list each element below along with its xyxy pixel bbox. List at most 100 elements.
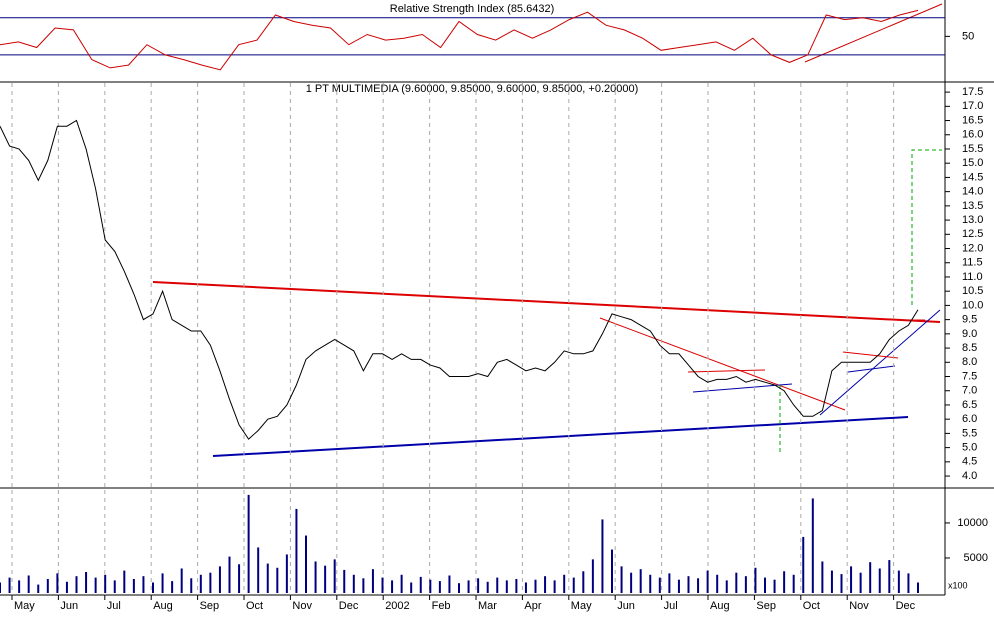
volume-bar xyxy=(180,568,183,593)
volume-bar xyxy=(553,580,556,593)
x-tick-label: Nov xyxy=(292,600,312,612)
volume-bar xyxy=(257,547,260,593)
volume-bar xyxy=(582,571,585,593)
volume-bar xyxy=(630,572,633,593)
volume-bar xyxy=(104,574,107,593)
target-line xyxy=(911,149,942,305)
x-tick-label: Oct xyxy=(803,600,820,612)
volume-bar xyxy=(324,565,327,593)
y-tick-label: 5.0 xyxy=(962,442,977,454)
rsi-title: Relative Strength Index (85.6432) xyxy=(390,3,555,15)
volume-bar xyxy=(75,576,78,593)
volume-bar xyxy=(152,582,154,593)
volume-bar xyxy=(687,576,690,593)
data-line xyxy=(0,9,919,71)
volume-bar xyxy=(620,566,623,593)
volume-bar xyxy=(764,577,766,593)
y-tick-label: 10000 xyxy=(957,517,988,529)
volume-bar xyxy=(305,535,307,593)
volume-bar xyxy=(94,577,97,593)
volume-bar xyxy=(591,559,594,593)
volume-bar xyxy=(505,580,508,593)
volume-bar xyxy=(161,573,164,593)
x-tick-label: Nov xyxy=(849,600,869,612)
x-tick-label: Mar xyxy=(478,600,497,612)
volume-bar xyxy=(113,580,116,593)
y-tick-label: 8.0 xyxy=(962,356,977,368)
y-tick-label: 5000 xyxy=(964,552,988,564)
volume-bar xyxy=(830,570,833,593)
y-tick-label: 11.0 xyxy=(962,271,983,283)
x-tick-label: Dec xyxy=(896,600,916,612)
rsi-trend xyxy=(804,3,943,63)
x-tick-label: Apr xyxy=(524,600,541,612)
trend-line xyxy=(599,317,846,411)
volume-bar xyxy=(371,569,374,593)
volume-bar xyxy=(199,574,202,593)
volume-bar xyxy=(18,580,21,593)
x-tick-label: Aug xyxy=(153,600,173,612)
y-tick-label: 16.5 xyxy=(962,114,983,126)
volume-bar xyxy=(601,519,604,593)
x-tick-label: Dec xyxy=(339,600,359,612)
volume-bar xyxy=(362,578,365,593)
volume-bar xyxy=(8,577,11,593)
volume-bar xyxy=(496,577,499,593)
volume-bar xyxy=(706,570,709,593)
volume-bar xyxy=(917,582,919,593)
y-tick-label: 7.5 xyxy=(962,370,977,382)
volume-bar xyxy=(400,574,403,593)
y-tick-label: 13.5 xyxy=(962,200,983,212)
volume-bar xyxy=(276,567,279,593)
volume-bar xyxy=(314,561,317,593)
volume-bar xyxy=(171,581,174,593)
volume-bar xyxy=(697,578,700,593)
y-tick-label: 50 xyxy=(962,30,974,42)
volume-bar xyxy=(544,576,547,593)
volume-bar xyxy=(888,560,891,593)
volume-bar xyxy=(735,572,738,593)
volume-bar xyxy=(668,573,671,593)
y-tick-label: 15.0 xyxy=(962,157,983,169)
y-tick-label: 14.5 xyxy=(962,171,983,183)
volume-bar xyxy=(572,577,575,593)
data-line xyxy=(0,119,919,440)
x-tick-label: Jun xyxy=(617,600,635,612)
volume-bar xyxy=(477,578,480,593)
volume-bar xyxy=(611,549,613,593)
unit-label: x100 xyxy=(948,580,968,590)
volume-bar xyxy=(333,559,336,593)
volume-bar xyxy=(821,561,824,593)
volume-bar xyxy=(649,574,652,593)
y-tick-label: 17.0 xyxy=(962,100,983,112)
volume-bar xyxy=(744,576,747,593)
volume-bar xyxy=(515,578,518,593)
y-tick-label: 12.0 xyxy=(962,242,983,254)
volume-bar xyxy=(725,580,728,593)
volume-bar xyxy=(352,574,355,593)
y-tick-label: 16.0 xyxy=(962,129,983,141)
trend-line xyxy=(847,365,896,373)
trend-line xyxy=(687,369,766,373)
volume-bar xyxy=(907,573,910,593)
y-tick-label: 8.5 xyxy=(962,342,977,354)
volume-bar xyxy=(869,562,872,593)
y-tick-label: 15.5 xyxy=(962,143,983,155)
x-tick-label: Oct xyxy=(246,600,263,612)
volume-bar xyxy=(658,577,661,593)
y-tick-label: 10.0 xyxy=(962,299,983,311)
volume-bar xyxy=(467,580,470,593)
volume-bar xyxy=(773,579,776,593)
y-tick-label: 9.5 xyxy=(962,314,977,326)
y-tick-label: 17.5 xyxy=(962,86,983,98)
x-tick-label: Jul xyxy=(107,600,121,612)
volume-bar xyxy=(85,571,88,593)
volume-bar xyxy=(0,582,1,593)
x-tick-label: Sep xyxy=(200,600,220,612)
volume-bar xyxy=(811,498,814,593)
volume-bar xyxy=(142,576,145,593)
y-tick-label: 14.0 xyxy=(962,186,983,198)
volume-bar xyxy=(859,572,862,593)
